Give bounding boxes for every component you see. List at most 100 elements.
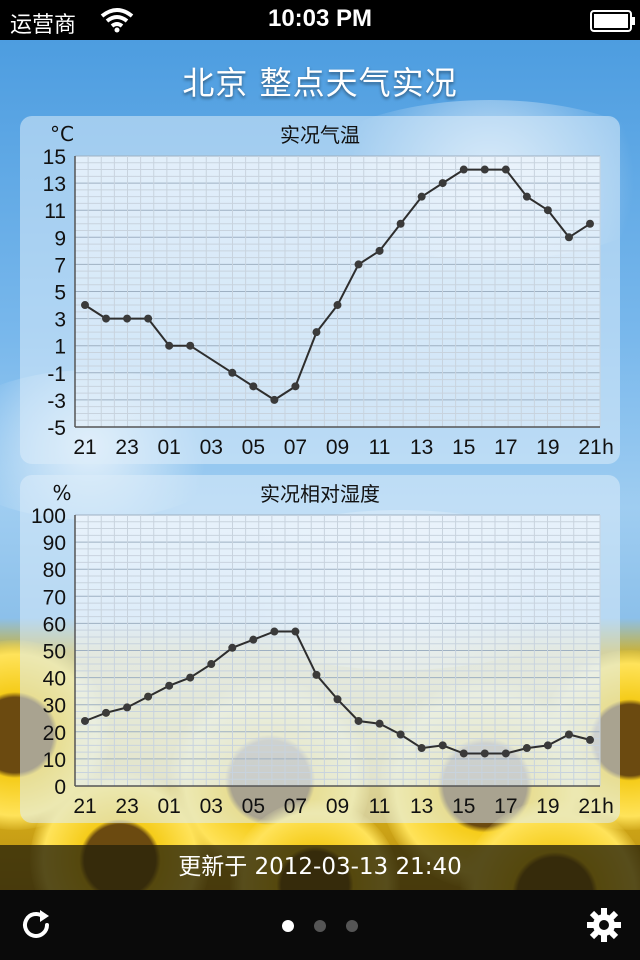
x-tick-label: 05	[242, 436, 265, 459]
data-point	[438, 741, 447, 750]
data-point	[586, 735, 594, 744]
data-point	[333, 695, 342, 704]
data-point	[480, 749, 489, 758]
data-point	[165, 341, 174, 350]
y-axis-unit: °C	[50, 122, 74, 146]
data-point	[228, 368, 237, 377]
y-tick-label: 9	[54, 227, 66, 250]
x-tick-label: 13	[410, 795, 433, 818]
bottom-toolbar	[0, 890, 640, 960]
data-point	[438, 179, 447, 188]
y-tick-label: 13	[43, 173, 66, 196]
data-point	[417, 192, 426, 201]
status-bar: 运营商 10:03 PM	[0, 0, 640, 40]
data-point	[123, 703, 132, 712]
carrier-label: 运营商	[10, 13, 77, 38]
y-tick-label: 15	[43, 146, 66, 169]
y-tick-label: 7	[54, 254, 66, 277]
x-tick-label: 21	[578, 436, 601, 459]
y-axis-unit: %	[52, 481, 71, 505]
x-tick-label: 19	[536, 795, 559, 818]
data-point	[459, 165, 468, 174]
x-tick-label: 15	[452, 436, 475, 459]
data-point	[207, 660, 216, 669]
data-point	[144, 314, 153, 323]
x-tick-label: 21	[73, 436, 96, 459]
x-tick-label: 07	[284, 436, 307, 459]
status-time: 10:03 PM	[267, 5, 373, 32]
page-dot[interactable]	[346, 920, 358, 932]
page-dot[interactable]	[314, 920, 326, 932]
y-tick-label: 100	[31, 505, 66, 528]
y-tick-label: 30	[43, 695, 66, 718]
temperature-chart-panel: 实况气温 °C 15 13 11 9 7 5 3 1 -1 -3 -5 21 23 01 03 05 07 09 11 1…	[20, 116, 620, 464]
data-point	[543, 741, 552, 750]
x-tick-label: 01	[157, 436, 180, 459]
data-point	[270, 395, 279, 404]
x-tick-label: 09	[326, 436, 349, 459]
data-point	[480, 165, 489, 174]
x-tick-label: 01	[157, 795, 180, 818]
data-point	[333, 301, 342, 310]
data-point	[354, 260, 363, 269]
data-point	[396, 219, 405, 228]
data-point	[501, 749, 510, 758]
data-point	[312, 328, 321, 337]
data-point	[102, 314, 111, 323]
y-tick-label: 5	[54, 282, 66, 305]
data-point	[291, 382, 300, 391]
update-time: 更新于 2012-03-13 21:40	[0, 845, 640, 890]
y-tick-label: -1	[47, 363, 66, 386]
x-tick-label: 11	[369, 436, 391, 459]
y-tick-label: 3	[54, 309, 66, 332]
x-tick-label: 07	[284, 795, 307, 818]
y-tick-label: -5	[47, 417, 66, 440]
data-point	[312, 670, 321, 679]
data-point	[123, 314, 132, 323]
data-point	[165, 681, 174, 690]
x-axis-unit: h	[602, 436, 614, 459]
data-point	[249, 635, 258, 644]
y-tick-label: 90	[43, 532, 66, 555]
data-point	[396, 730, 405, 739]
data-point	[102, 708, 111, 717]
data-point	[375, 246, 384, 255]
x-tick-label: 23	[115, 795, 138, 818]
y-tick-label: 70	[43, 586, 66, 609]
x-tick-label: 05	[242, 795, 265, 818]
data-point	[354, 716, 363, 725]
x-tick-label: 09	[326, 795, 349, 818]
y-tick-label: -3	[47, 390, 66, 413]
grid	[74, 514, 601, 787]
settings-gear-icon[interactable]	[586, 907, 622, 943]
data-point	[564, 233, 573, 242]
data-point	[186, 673, 195, 682]
data-point	[586, 219, 594, 228]
y-tick-label: 40	[43, 668, 66, 691]
data-point	[501, 165, 510, 174]
x-tick-label: 11	[369, 795, 391, 818]
data-point	[228, 643, 237, 652]
data-point	[270, 627, 279, 636]
data-point	[417, 744, 426, 753]
y-tick-label: 60	[43, 613, 66, 636]
data-point	[543, 206, 552, 215]
data-point	[375, 719, 384, 728]
y-tick-label: 1	[54, 336, 66, 359]
x-tick-label: 23	[115, 436, 138, 459]
data-point	[564, 730, 573, 739]
chart-title: 实况相对湿度	[260, 482, 380, 506]
y-tick-label: 80	[43, 559, 66, 582]
page-title: 北京 整点天气实况	[182, 64, 458, 102]
page-dot[interactable]	[282, 920, 294, 932]
wifi-icon	[100, 8, 134, 33]
data-point	[81, 301, 89, 310]
x-tick-label: 19	[536, 436, 559, 459]
x-tick-label: 03	[200, 436, 223, 459]
data-point	[522, 744, 531, 753]
page-indicator[interactable]	[0, 917, 640, 936]
data-point	[144, 692, 153, 701]
y-tick-label: 10	[43, 749, 66, 772]
refresh-icon[interactable]	[18, 907, 54, 943]
